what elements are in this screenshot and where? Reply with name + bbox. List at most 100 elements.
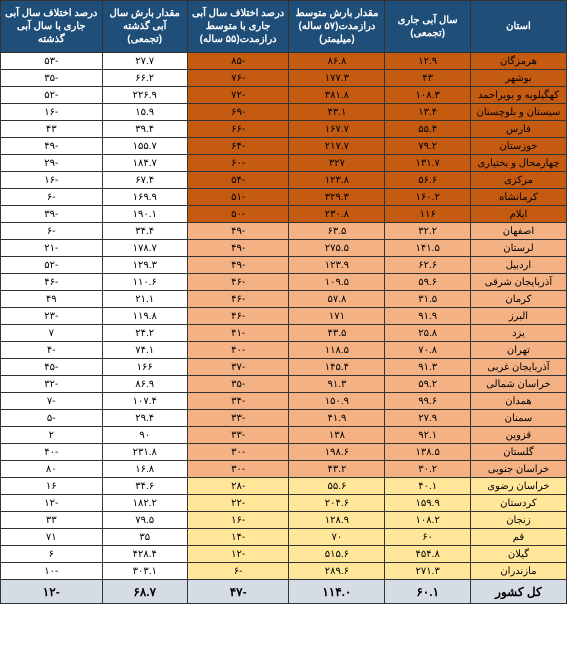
cell-province: کهگیلویه و بویراحمد	[470, 87, 566, 104]
cell-current: ۹۱.۹	[385, 308, 470, 325]
cell-diff-avg: -۷۶	[187, 70, 288, 87]
table-row: چهارمحال و بختیاری۱۳۱.۷۳۲۷-۶۰۱۸۴.۷-۲۹	[1, 155, 567, 172]
cell-province: البرز	[470, 308, 566, 325]
cell-diff-last: ۳۳	[1, 512, 103, 529]
cell-diff-last: -۴۶	[1, 274, 103, 291]
cell-current: ۱۰۸.۳	[385, 87, 470, 104]
cell-current: ۱۵۹.۹	[385, 495, 470, 512]
cell-last: ۲۱.۱	[102, 291, 187, 308]
cell-diff-last: ۲	[1, 427, 103, 444]
cell-last: ۲۳۱.۸	[102, 444, 187, 461]
cell-diff-avg: -۸۵	[187, 53, 288, 70]
cell-last: ۴۲۸.۴	[102, 546, 187, 563]
cell-diff-last: -۶	[1, 189, 103, 206]
cell-diff-avg: -۱۶	[187, 512, 288, 529]
cell-average: ۷۰	[289, 529, 385, 546]
cell-province: یزد	[470, 325, 566, 342]
cell-average: ۹۱.۳	[289, 376, 385, 393]
table-row: مازندران۲۷۱.۳۲۸۹.۶-۶۳۰۳.۱-۱۰	[1, 563, 567, 580]
cell-diff-avg: -۴۹	[187, 257, 288, 274]
cell-average: ۱۹۸.۶	[289, 444, 385, 461]
cell-average: ۱۶۷.۷	[289, 121, 385, 138]
cell-last: ۶۶.۲	[102, 70, 187, 87]
cell-average: ۵۵.۶	[289, 478, 385, 495]
cell-average: ۵۱۵.۶	[289, 546, 385, 563]
cell-diff-last: -۴۹	[1, 138, 103, 155]
cell-last: ۷۴.۱	[102, 342, 187, 359]
cell-current: ۵۵.۴	[385, 121, 470, 138]
table-row: خراسان رضوی۴۰.۱۵۵.۶-۲۸۳۴.۶۱۶	[1, 478, 567, 495]
cell-diff-last: ۷۱	[1, 529, 103, 546]
cell-average: ۱۴۵.۴	[289, 359, 385, 376]
cell-average: ۴۱.۹	[289, 410, 385, 427]
cell-current: ۴۰.۱	[385, 478, 470, 495]
cell-last: ۱۹۰.۱	[102, 206, 187, 223]
cell-province: تهران	[470, 342, 566, 359]
cell-average: ۲۸۹.۶	[289, 563, 385, 580]
cell-province: همدان	[470, 393, 566, 410]
cell-province: گیلان	[470, 546, 566, 563]
cell-current: ۳۰.۲	[385, 461, 470, 478]
cell-diff-avg: -۵۱	[187, 189, 288, 206]
table-row: اردبیل۶۲.۶۱۲۳.۹-۴۹۱۲۹.۳-۵۲	[1, 257, 567, 274]
table-row: مرکزی۵۶.۶۱۲۳.۸-۵۴۶۷.۴-۱۶	[1, 172, 567, 189]
cell-diff-avg: -۶	[187, 563, 288, 580]
cell-province: هرمزگان	[470, 53, 566, 70]
cell-last: ۱۵.۹	[102, 104, 187, 121]
cell-average: ۱۵۰.۹	[289, 393, 385, 410]
cell-average: ۲۷۵.۵	[289, 240, 385, 257]
cell-current: ۱۱۶	[385, 206, 470, 223]
cell-diff-last: -۱۶	[1, 104, 103, 121]
cell-diff-last: -۶	[1, 223, 103, 240]
table-row: گلستان۱۳۸.۵۱۹۸.۶-۳۰۲۳۱.۸-۴۰	[1, 444, 567, 461]
cell-diff-last: -۲۱	[1, 240, 103, 257]
cell-diff-last: ۷	[1, 325, 103, 342]
cell-diff-last: -۷	[1, 393, 103, 410]
table-row: کهگیلویه و بویراحمد۱۰۸.۳۳۸۱.۸-۷۲۲۲۶.۹-۵۲	[1, 87, 567, 104]
cell-diff-last: ۴۳	[1, 121, 103, 138]
cell-current: ۹۹.۶	[385, 393, 470, 410]
header-diff-avg: درصد اختلاف سال آبی جاری با متوسط درازمد…	[187, 1, 288, 53]
cell-diff-last: ۴۹	[1, 291, 103, 308]
cell-diff-avg: -۶۰	[187, 155, 288, 172]
cell-diff-avg: -۶۴	[187, 138, 288, 155]
cell-province: ایلام	[470, 206, 566, 223]
cell-diff-last: -۵۲	[1, 87, 103, 104]
cell-last: ۱۶.۸	[102, 461, 187, 478]
cell-diff-avg: -۳۳	[187, 410, 288, 427]
table-row: گیلان۴۵۴.۸۵۱۵.۶-۱۲۴۲۸.۴۶	[1, 546, 567, 563]
cell-diff-avg: -۵۰	[187, 206, 288, 223]
cell-diff-last: -۱۰	[1, 563, 103, 580]
header-diff-last: درصد اختلاف سال آبی جاری با سال آبی گذشت…	[1, 1, 103, 53]
header-row: استان سال آبی جاری (تجمعی) مقدار بارش مت…	[1, 1, 567, 53]
cell-diff-last: -۴۰	[1, 444, 103, 461]
cell-diff-avg: -۳۴	[187, 393, 288, 410]
cell-last: ۱۶۹.۹	[102, 189, 187, 206]
cell-last: ۱۵۵.۷	[102, 138, 187, 155]
cell-current: ۹۱.۳	[385, 359, 470, 376]
cell-province: خوزستان	[470, 138, 566, 155]
cell-current: ۵۹.۶	[385, 274, 470, 291]
cell-current: ۳۱.۵	[385, 291, 470, 308]
header-last: مقدار بارش سال آبی گذشته (تجمعی)	[102, 1, 187, 53]
cell-current: ۱۰۸.۲	[385, 512, 470, 529]
cell-province: سیستان و بلوچستان	[470, 104, 566, 121]
cell-province: خراسان رضوی	[470, 478, 566, 495]
cell-diff-last: -۵۳	[1, 53, 103, 70]
cell-diff-avg: -۳۰	[187, 461, 288, 478]
cell-average: ۱۲۳.۹	[289, 257, 385, 274]
table-row: تهران۷۰.۸۱۱۸.۵-۴۰۷۴.۱-۴	[1, 342, 567, 359]
header-current: سال آبی جاری (تجمعی)	[385, 1, 470, 53]
cell-province: بوشهر	[470, 70, 566, 87]
cell-current: ۴۳	[385, 70, 470, 87]
cell-province: زنجان	[470, 512, 566, 529]
cell-diff-avg: -۱۴	[187, 529, 288, 546]
cell-diff-avg: -۳۵	[187, 376, 288, 393]
cell-diff-avg: -۴۹	[187, 223, 288, 240]
total-last: ۶۸.۷	[102, 580, 187, 604]
table-row: البرز۹۱.۹۱۷۱-۴۶۱۱۹.۸-۲۳	[1, 308, 567, 325]
cell-diff-last: -۴	[1, 342, 103, 359]
cell-province: خراسان جنوبی	[470, 461, 566, 478]
cell-current: ۱۶۰.۲	[385, 189, 470, 206]
cell-average: ۸۶.۸	[289, 53, 385, 70]
